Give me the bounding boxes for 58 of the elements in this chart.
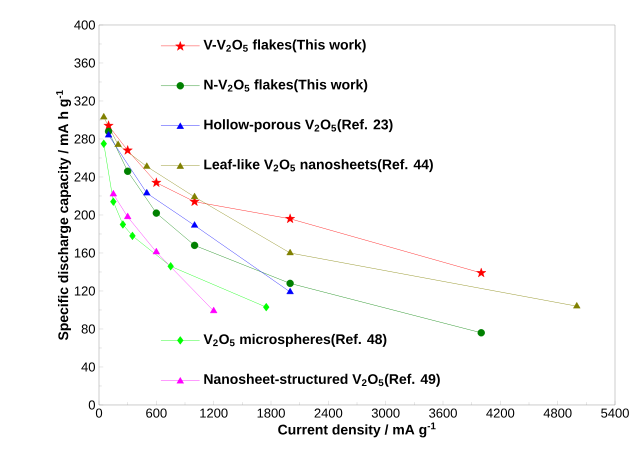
point — [114, 140, 122, 147]
point — [124, 212, 132, 220]
x-tick-label: 1800 — [258, 408, 285, 418]
x-tick-label: 600 — [146, 408, 167, 418]
y-axis-title: Specific discharge capacity / mA h g$^{-1}$ — [56, 90, 72, 340]
x-tick-label: 1200 — [200, 408, 228, 418]
point — [152, 248, 160, 254]
y-tick-label: 160 — [74, 248, 95, 258]
point — [286, 288, 294, 294]
x-tick-label: 4800 — [544, 408, 572, 418]
point — [110, 198, 117, 206]
y-tick-label: 0 — [88, 400, 95, 410]
point — [151, 178, 162, 187]
y-tick-label: 360 — [74, 58, 95, 68]
legend-label: Nanosheet-structured V$_{2}$O$_{5}$(Ref. 49) — [204, 374, 440, 387]
point — [122, 145, 133, 155]
point — [100, 112, 108, 120]
y-tick-label: 120 — [74, 286, 95, 296]
legend-label: V$_{2}$O$_{5}$ microspheres(Ref. 48) — [204, 334, 386, 347]
point — [476, 268, 486, 278]
y-tick-label: 280 — [74, 134, 95, 144]
x-tick-label: 3000 — [372, 408, 400, 418]
legend-label: Leaf-like V$_{2}$O$_{5}$ nanosheets(Ref. 44) — [204, 159, 433, 172]
y-tick-label: 40 — [81, 362, 95, 372]
point — [210, 306, 218, 314]
point — [478, 329, 485, 336]
y-tick-label: 320 — [74, 96, 95, 106]
y-tick-label: 200 — [74, 210, 95, 220]
point — [190, 221, 198, 228]
point — [286, 280, 294, 288]
point — [110, 190, 117, 196]
legend-label: N-V$_{2}$O$_{5}$ flakes(This work) — [204, 79, 368, 92]
point — [143, 162, 150, 169]
y-tick-label: 80 — [82, 324, 95, 334]
x-tick-label: 0 — [96, 408, 102, 418]
y-tick-label: 400 — [74, 20, 95, 30]
point — [120, 220, 126, 229]
x-axis-title: Current density / mA g$^{-1}$ — [278, 422, 436, 438]
legend-label: V-V$_{2}$O$_{5}$ flakes(This work) — [204, 39, 366, 52]
point — [129, 232, 136, 240]
x-tick-label: 2400 — [314, 408, 342, 418]
x-tick-label: 4200 — [486, 408, 514, 418]
point — [167, 262, 174, 270]
point — [263, 302, 270, 312]
point — [143, 188, 150, 196]
point — [190, 192, 198, 200]
point — [285, 214, 296, 224]
x-tick-label: 5400 — [601, 408, 629, 418]
x-tick-label: 3600 — [429, 408, 457, 418]
y-tick-label: 240 — [74, 172, 95, 182]
point — [124, 168, 132, 175]
point — [190, 242, 198, 250]
point — [100, 140, 107, 148]
legend-label: Hollow-porous V$_{2}$O$_{5}$(Ref. 23) — [204, 119, 393, 132]
point — [286, 248, 294, 256]
point — [104, 131, 112, 138]
point — [152, 209, 160, 217]
point — [573, 302, 580, 308]
